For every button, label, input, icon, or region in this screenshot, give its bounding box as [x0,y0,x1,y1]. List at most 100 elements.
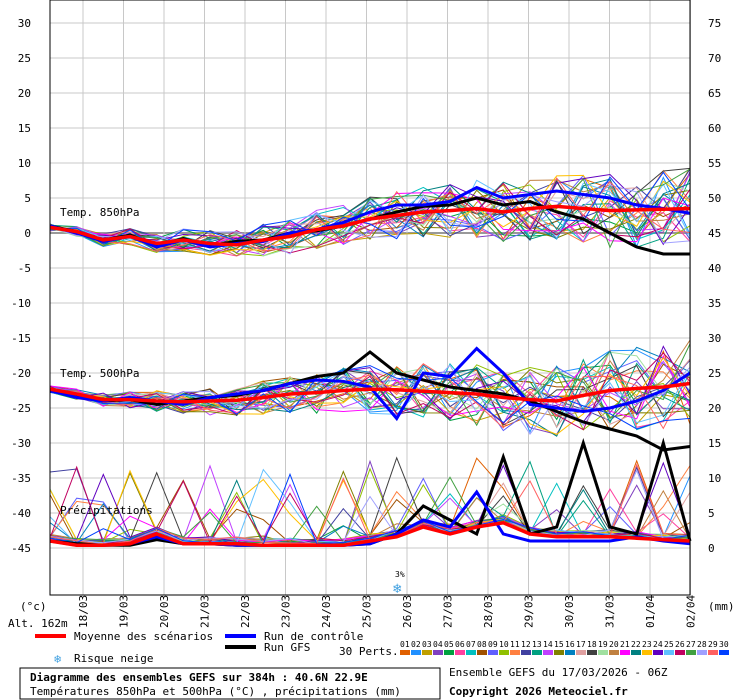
pert-legend-label: 08 [477,640,487,649]
x-tick-label: 24/03 [320,595,333,628]
right-tick-label: 10 [708,472,721,485]
pert-legend-label: 30 [719,640,729,649]
chart-title: Diagramme des ensembles GEFS sur 384h : … [30,671,368,684]
pert-legend-swatch [400,650,410,655]
left-tick-label: -35 [11,472,31,485]
pert-legend-label: 26 [675,640,685,649]
series-line-precip [49,489,691,547]
left-axis-unit: (°c) [20,600,47,613]
x-tick-label: 31/03 [604,595,617,628]
pert-legend-swatch [609,650,619,655]
pert-legend-swatch [433,650,443,655]
x-tick-label: 28/03 [482,595,495,628]
pert-line-500 [49,369,691,424]
pert-line-500 [49,358,691,429]
right-tick-label: 45 [708,227,721,240]
left-tick-label: -40 [11,507,31,520]
pert-legend-label: 10 [499,640,509,649]
panel-label-precip: Précipitations [60,504,153,517]
right-tick-label: 20 [708,402,721,415]
right-tick-label: 60 [708,122,721,135]
grid-lines [50,0,691,595]
x-tick-label: 27/03 [442,595,455,628]
pert-legend-swatch [664,650,674,655]
pert-legend-swatch [708,650,718,655]
x-tick-label: 01/04 [644,595,657,628]
snow-risk-icon: ❄ [54,652,61,666]
pert-legend-swatch [532,650,542,655]
plot-frame [49,0,691,596]
right-tick-label: 15 [708,437,721,450]
x-tick-label: 02/04 [685,595,698,628]
pert-legend-label: 22 [631,640,641,649]
pert-line-850 [49,177,691,252]
pert-legend-label: 16 [565,640,575,649]
left-tick-label: -30 [11,437,31,450]
series-line-500 [49,381,691,404]
pert-line-850 [49,179,691,254]
altitude-label: Alt. 162m [8,617,68,630]
pert-legend-label: 24 [653,640,663,649]
pert-legend-label: 23 [642,640,652,649]
left-tick-label: 5 [24,192,31,205]
pert-legend-label: 05 [444,640,454,649]
pert-legend-label: 02 [411,640,421,649]
pert-legend-swatch [477,650,487,655]
pert-legend-swatch [543,650,553,655]
pert-legend-label: 11 [510,640,520,649]
right-tick-label: 65 [708,87,721,100]
right-tick-label: 30 [708,332,721,345]
series-line-850 [49,185,691,249]
right-tick-label: 50 [708,192,721,205]
pert-legend-label: 09 [488,640,498,649]
pert-line-850 [49,168,691,249]
left-tick-label: -5 [18,262,31,275]
x-tick-label: 26/03 [401,595,414,628]
pert-line-850 [49,172,691,256]
pert-legend-swatch [466,650,476,655]
pert-legend-label: 07 [466,640,476,649]
pert-line-500 [49,346,691,414]
x-tick-label: 22/03 [239,595,252,628]
right-tick-label: 5 [708,507,715,520]
pert-line-500 [50,363,691,430]
pert-legend-swatch [686,650,696,655]
left-tick-label: -45 [11,542,31,555]
x-tick-label: 23/03 [280,595,293,628]
left-tick-label: -15 [11,332,31,345]
left-tick-label: -20 [11,367,31,380]
pert-legend-label: 01 [400,640,410,649]
right-axis-unit: (mm) [708,600,735,613]
series-line-850 [49,204,691,247]
pert-legend-swatch [499,650,509,655]
pert-legend-swatch [422,650,432,655]
pert-legend-label: 28 [697,640,707,649]
pert-legend-label: 29 [708,640,718,649]
right-tick-label: 70 [708,52,721,65]
main-series-lines [49,185,692,547]
left-tick-label: 25 [18,52,31,65]
x-tick-label: 25/03 [361,595,374,628]
title-box [19,667,441,700]
x-tick-label: 29/03 [523,595,536,628]
snowflake-icon: ❄ [393,581,402,597]
pert-line-500 [49,351,691,410]
right-tick-label: 25 [708,367,721,380]
pert-legend-swatch [719,650,729,655]
left-tick-label: 0 [24,227,31,240]
left-tick-label: -10 [11,297,31,310]
right-tick-label: 0 [708,542,715,555]
x-tick-label: 21/03 [199,595,212,628]
pert-legend-swatch [697,650,707,655]
pert-legend-label: 25 [664,640,674,649]
series-line-precip [49,520,691,547]
pert-legend-swatch [411,650,421,655]
pert-legend-label: 21 [620,640,630,649]
right-tick-label: 75 [708,17,721,30]
pert-legend-label: 18 [587,640,597,649]
pert-legend-swatch [510,650,520,655]
copyright: Copyright 2026 Meteociel.fr [449,685,628,698]
x-tick-label: 18/03 [77,595,90,628]
left-axis-ticks: 30 25 20 15 10 5 0 -5 -10 -15 -20 -25 -30 -35 -40 -45 [11,17,31,555]
